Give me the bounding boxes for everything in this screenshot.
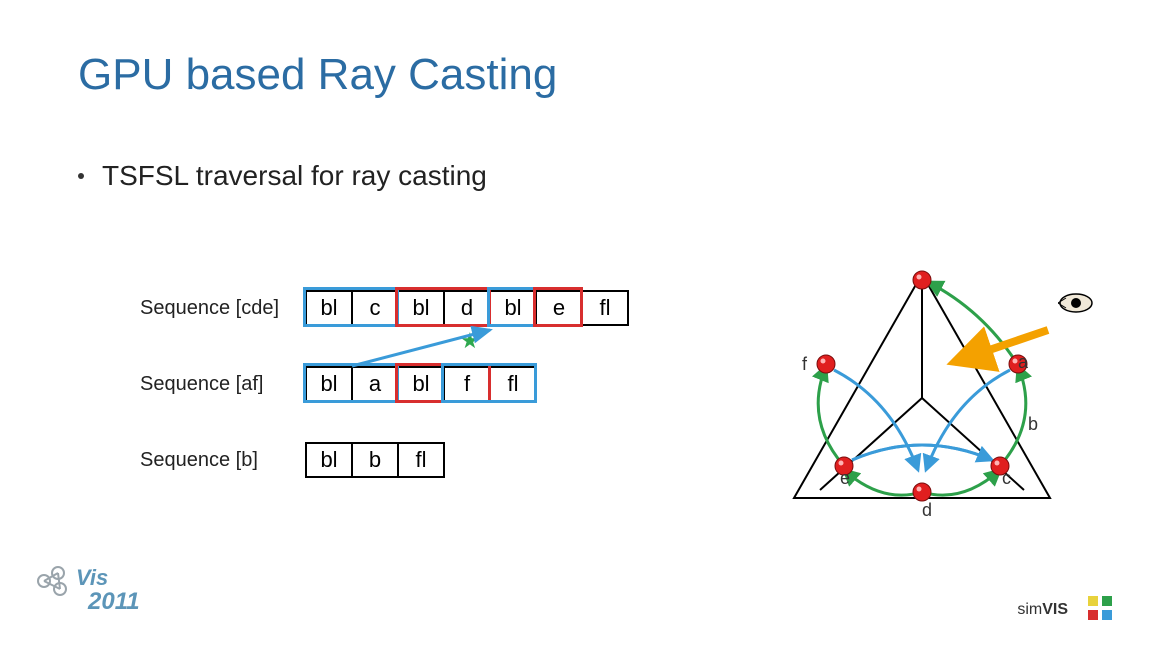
cell: bl (305, 290, 353, 326)
cell: e (535, 290, 583, 326)
cell: f (443, 366, 491, 402)
bullet-dot (78, 173, 84, 179)
svg-text:e: e (840, 468, 850, 488)
sequences-area: Sequence [cde]blcbldbleflSequence [af]bl… (140, 290, 629, 518)
cell: fl (581, 290, 629, 326)
bullet-text: TSFSL traversal for ray casting (102, 160, 487, 192)
sequence-cells: blcbldblefl (305, 290, 629, 326)
sequence-label: Sequence [af] (140, 373, 305, 396)
vis2011-logo: Vis 2011 (34, 563, 184, 624)
svg-text:a: a (1018, 352, 1029, 372)
kaust-logo (1082, 590, 1122, 630)
svg-text:c: c (1002, 468, 1011, 488)
bullet-row: TSFSL traversal for ray casting (0, 100, 1152, 192)
cell: fl (489, 366, 537, 402)
cell: bl (305, 442, 353, 478)
sequence-cells: blablffl (305, 366, 537, 402)
eye-icon (1058, 292, 1094, 319)
svg-text:2011: 2011 (87, 588, 140, 615)
simvis-logo: simVIS (1017, 601, 1068, 619)
cell: c (351, 290, 399, 326)
svg-text:Vis: Vis (76, 565, 108, 590)
sequence-label: Sequence [cde] (140, 297, 305, 320)
svg-text:b: b (1028, 414, 1038, 434)
sequence-row: Sequence [cde]blcbldblefl (140, 290, 629, 326)
svg-text:d: d (922, 500, 932, 520)
cell: fl (397, 442, 445, 478)
page-title: GPU based Ray Casting (78, 50, 1152, 100)
sequence-cells: blbfl (305, 442, 445, 478)
right-logos: simVIS (1017, 590, 1122, 630)
triangle-diagram: a b c d e f (782, 270, 1062, 530)
cell: bl (305, 366, 353, 402)
cell: bl (397, 366, 445, 402)
cell: bl (397, 290, 445, 326)
cell: a (351, 366, 399, 402)
cell: b (351, 442, 399, 478)
cell: bl (489, 290, 537, 326)
sequence-label: Sequence [b] (140, 449, 305, 472)
star-icon: ★ (460, 328, 480, 354)
sequence-row: Sequence [af]blablffl (140, 366, 629, 402)
sequence-row: Sequence [b]blbfl (140, 442, 629, 478)
cell: d (443, 290, 491, 326)
svg-text:f: f (802, 354, 808, 374)
